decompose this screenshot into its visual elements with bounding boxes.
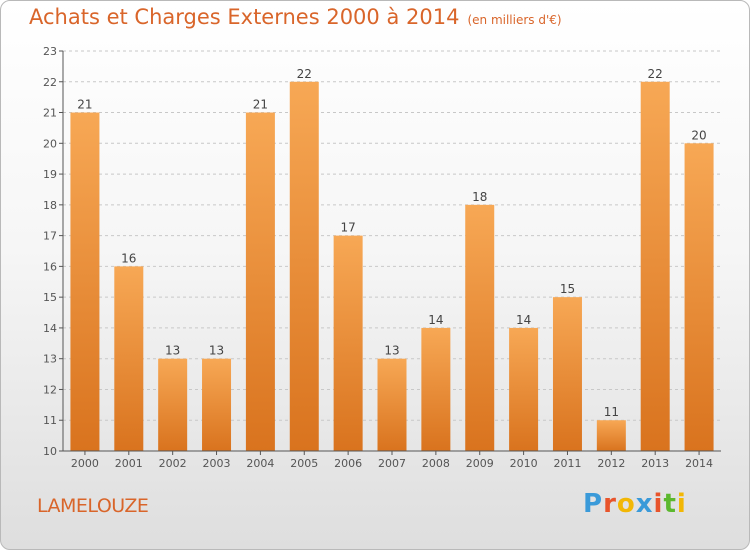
y-tick-label: 21 [43,107,57,120]
data-label-2009: 18 [472,190,487,204]
chart-title-block: Achats et Charges Externes 2000 à 2014 (e… [29,5,562,29]
x-tick-label: 2007 [378,457,406,470]
x-tick-label: 2012 [597,457,625,470]
y-tick-label: 20 [43,137,57,150]
x-tick-label: 2000 [71,457,99,470]
y-tick-label: 18 [43,199,57,212]
data-label-2011: 15 [560,282,575,296]
proxiti-logo[interactable]: Proxiti [583,489,687,519]
bar-2003[interactable] [202,358,232,451]
x-tick-label: 2011 [553,457,581,470]
chart-title: Achats et Charges Externes 2000 à 2014 [29,5,460,29]
bar-2002[interactable] [158,358,188,451]
x-tick-label: 2014 [685,457,713,470]
data-label-2003: 13 [209,344,224,358]
bar-2009[interactable] [465,204,495,451]
x-tick-label: 2013 [641,457,669,470]
bar-2010[interactable] [509,327,539,451]
commune-name: LAMELOUZE [37,495,149,517]
bars [70,81,714,452]
data-label-2000: 21 [77,98,92,112]
bar-2014[interactable] [684,143,714,452]
bar-2011[interactable] [552,297,582,451]
chart-unit: (en milliers d'€) [467,13,562,27]
y-tick-label: 12 [43,383,57,396]
data-label-2004: 21 [253,98,268,112]
bar-2008[interactable] [421,327,451,451]
y-tick-label: 23 [43,45,57,58]
bar-2005[interactable] [289,81,319,452]
y-tick-label: 11 [43,414,57,427]
logo-letter: i [653,489,664,519]
axes: 10 11 12 13 14 15 16 17 18 19 20 21 22 23 2000 2001 2002… [43,45,721,470]
bar-2000[interactable] [70,112,100,452]
logo-letter: P [583,489,604,519]
y-tick-label: 14 [43,322,57,335]
bar-2007[interactable] [377,358,407,451]
data-label-2010: 14 [516,313,531,327]
bar-2012[interactable] [596,420,626,451]
bar-2006[interactable] [333,235,363,451]
data-label-2008: 14 [428,313,443,327]
x-tick-label: 2003 [203,457,231,470]
data-label-2007: 13 [384,344,399,358]
logo-letter: o [616,489,636,519]
y-tick-label: 15 [43,291,57,304]
data-label-2005: 22 [297,67,312,81]
y-tick-label: 17 [43,230,57,243]
logo-letter: t [663,489,677,519]
x-tick-label: 2002 [159,457,187,470]
x-tick-label: 2010 [510,457,538,470]
x-tick-label: 2008 [422,457,450,470]
data-label-2006: 17 [340,221,355,235]
bar-2013[interactable] [640,81,670,452]
y-tick-label: 16 [43,260,57,273]
bar-2001[interactable] [114,266,144,451]
x-tick-label: 2001 [115,457,143,470]
data-label-2002: 13 [165,344,180,358]
data-labels: 21 16 13 13 21 22 17 13 14 18 14 15 11 22 20 [77,67,706,419]
logo-letter: x [635,489,654,519]
data-label-2013: 22 [648,67,663,81]
x-tick-label: 2004 [246,457,274,470]
data-label-2014: 20 [691,128,706,142]
y-tick-label: 22 [43,76,57,89]
y-tick-label: 19 [43,168,57,181]
x-tick-label: 2005 [290,457,318,470]
y-tick-label: 10 [43,445,57,458]
logo-letter: i [676,489,687,519]
logo-letter: r [603,489,617,519]
bar-2004[interactable] [245,112,275,452]
data-label-2001: 16 [121,251,136,265]
data-label-2012: 11 [604,405,619,419]
x-tick-label: 2009 [466,457,494,470]
y-tick-label: 13 [43,353,57,366]
x-tick-label: 2006 [334,457,362,470]
